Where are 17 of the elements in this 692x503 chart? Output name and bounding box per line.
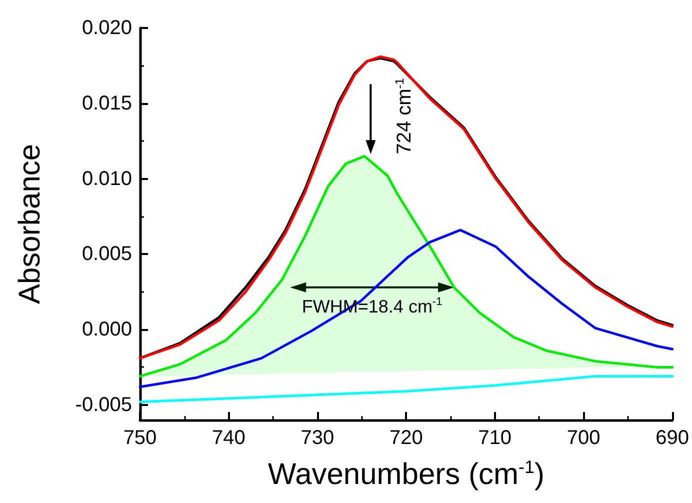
x-tick-label: 750 (123, 427, 157, 449)
y-tick-label: 0.000 (82, 318, 132, 341)
line-series (138, 228, 674, 388)
x-tick-label: 710 (478, 427, 512, 449)
x-tick-label: 740 (212, 427, 246, 449)
y-tick-label: 0.010 (82, 168, 132, 190)
x-tick-label: 720 (389, 427, 423, 449)
x-tick-label: 690 (656, 427, 690, 449)
y-tick-label: 0.015 (82, 92, 132, 114)
y-tick-label: 0.005 (82, 243, 132, 266)
y-tick-label: 0.020 (82, 17, 132, 39)
annotation: 724 cm-1 (392, 78, 416, 154)
x-tick-label: 700 (566, 427, 600, 449)
line-series (138, 375, 674, 404)
y-tick-label: -0.005 (75, 394, 132, 416)
y-axis-title: Absorbance (14, 144, 46, 304)
x-tick-label: 730 (300, 427, 334, 449)
